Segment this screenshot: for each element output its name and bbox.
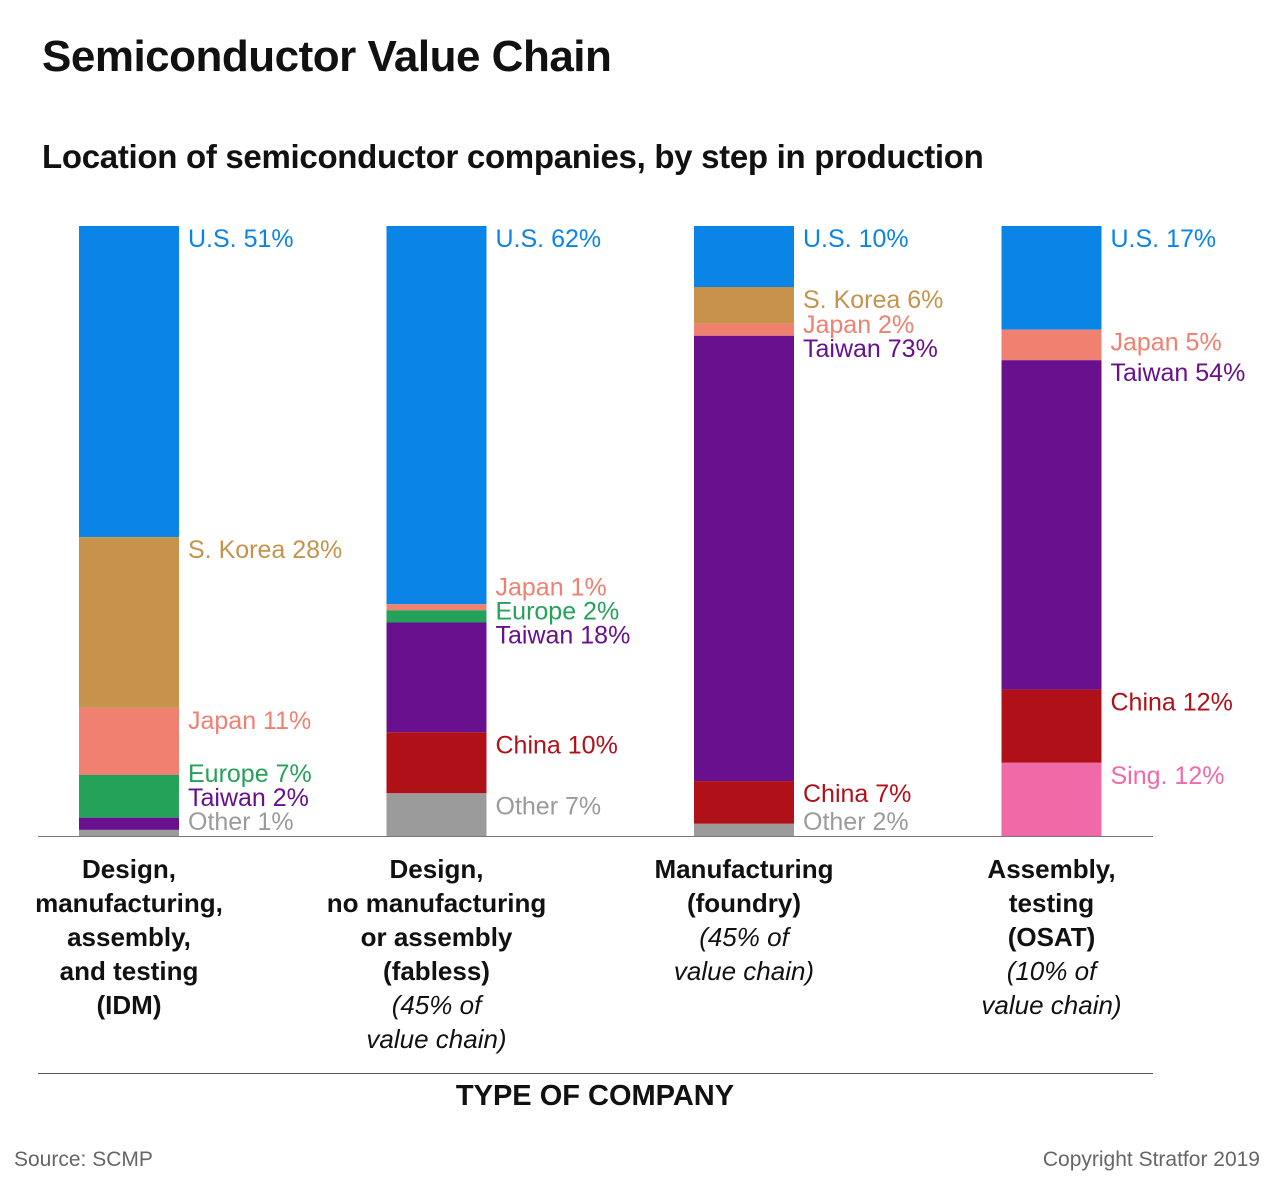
data-label-china: China 12% xyxy=(1111,689,1233,717)
category-name: Manufacturing (foundry) xyxy=(654,854,834,918)
category-name: Design, no manufacturing or assembly (fa… xyxy=(326,854,547,986)
category-label: Assembly, testing (OSAT) (10% of value ch… xyxy=(927,852,1177,1022)
bar-segment-u-s xyxy=(79,226,179,538)
bar-segment-other xyxy=(694,823,794,836)
category-name: Assembly, testing (OSAT) xyxy=(987,854,1116,952)
data-label-china: China 7% xyxy=(803,780,911,808)
chart-title: Semiconductor Value Chain xyxy=(42,32,612,81)
data-label-europe: Europe 2% xyxy=(496,598,620,626)
data-label-s-korea: S. Korea 6% xyxy=(803,286,943,314)
data-label-s-korea: S. Korea 28% xyxy=(188,536,342,564)
data-label-japan: Japan 5% xyxy=(1111,329,1222,357)
category-note: (45% of value chain) xyxy=(673,922,815,986)
data-label-japan: Japan 2% xyxy=(803,311,914,339)
category-name: Design, manufacturing, assembly, and tes… xyxy=(35,854,223,1020)
copyright-note: Copyright Stratfor 2019 xyxy=(1042,1148,1260,1171)
bar-segment-u-s xyxy=(1001,226,1102,330)
bar-segment-china xyxy=(1001,689,1102,763)
bar-segment-taiwan xyxy=(386,622,487,733)
category-label: Design, no manufacturing or assembly (fa… xyxy=(312,852,562,1056)
bar-segment-other xyxy=(386,793,487,836)
data-label-other: Other 1% xyxy=(188,808,294,836)
category-note: (10% of value chain) xyxy=(981,956,1122,1020)
bar-segment-taiwan xyxy=(1001,360,1102,690)
category-label: Design, manufacturing, assembly, and tes… xyxy=(4,852,254,1022)
bottom-divider xyxy=(38,1073,1153,1074)
data-label-china: China 10% xyxy=(496,731,618,759)
bar-segment-china xyxy=(694,781,794,824)
data-label-japan: Japan 11% xyxy=(188,707,311,735)
bar-segment-europe xyxy=(79,775,179,818)
source-note: Source: SCMP xyxy=(14,1148,153,1171)
data-label-japan: Japan 1% xyxy=(496,574,607,602)
bar-segment-s-korea xyxy=(694,287,794,324)
bar-segment-taiwan xyxy=(79,817,179,830)
bar-segment-japan xyxy=(386,604,487,611)
bar-segment-sing xyxy=(1001,762,1102,836)
chart-subtitle: Location of semiconductor companies, by … xyxy=(42,138,984,175)
bar-segment-u-s xyxy=(386,226,487,605)
data-label-other: Other 7% xyxy=(496,792,602,820)
data-label-u-s: U.S. 17% xyxy=(1111,225,1217,253)
bar-segment-europe xyxy=(386,610,487,623)
data-label-europe: Europe 7% xyxy=(188,760,312,788)
data-label-u-s: U.S. 51% xyxy=(188,225,294,253)
bar-segment-japan xyxy=(694,323,794,336)
bar-segment-s-korea xyxy=(79,537,179,708)
data-label-taiwan: Taiwan 2% xyxy=(188,784,309,812)
data-label-taiwan: Taiwan 54% xyxy=(1111,359,1246,387)
bar-segment-other xyxy=(79,829,179,836)
stacked-bar-chart: U.S. 51%S. Korea 28%Japan 11%Europe 7%Ta… xyxy=(38,225,1246,837)
category-label: Manufacturing (foundry) (45% of value cha… xyxy=(619,852,869,988)
data-label-sing: Sing. 12% xyxy=(1111,762,1225,790)
bar-segment-taiwan xyxy=(694,335,794,782)
bar-segment-japan xyxy=(79,707,179,775)
category-note: (45% of value chain) xyxy=(366,990,507,1054)
data-label-u-s: U.S. 62% xyxy=(496,225,602,253)
data-label-taiwan: Taiwan 18% xyxy=(496,622,631,650)
data-label-taiwan: Taiwan 73% xyxy=(803,335,938,363)
data-label-u-s: U.S. 10% xyxy=(803,225,909,253)
bar-segment-japan xyxy=(1001,329,1102,361)
bar-segment-china xyxy=(386,732,487,794)
x-axis-label: TYPE OF COMPANY xyxy=(455,1080,735,1112)
data-label-other: Other 2% xyxy=(803,808,909,836)
bar-segment-u-s xyxy=(694,226,794,287)
